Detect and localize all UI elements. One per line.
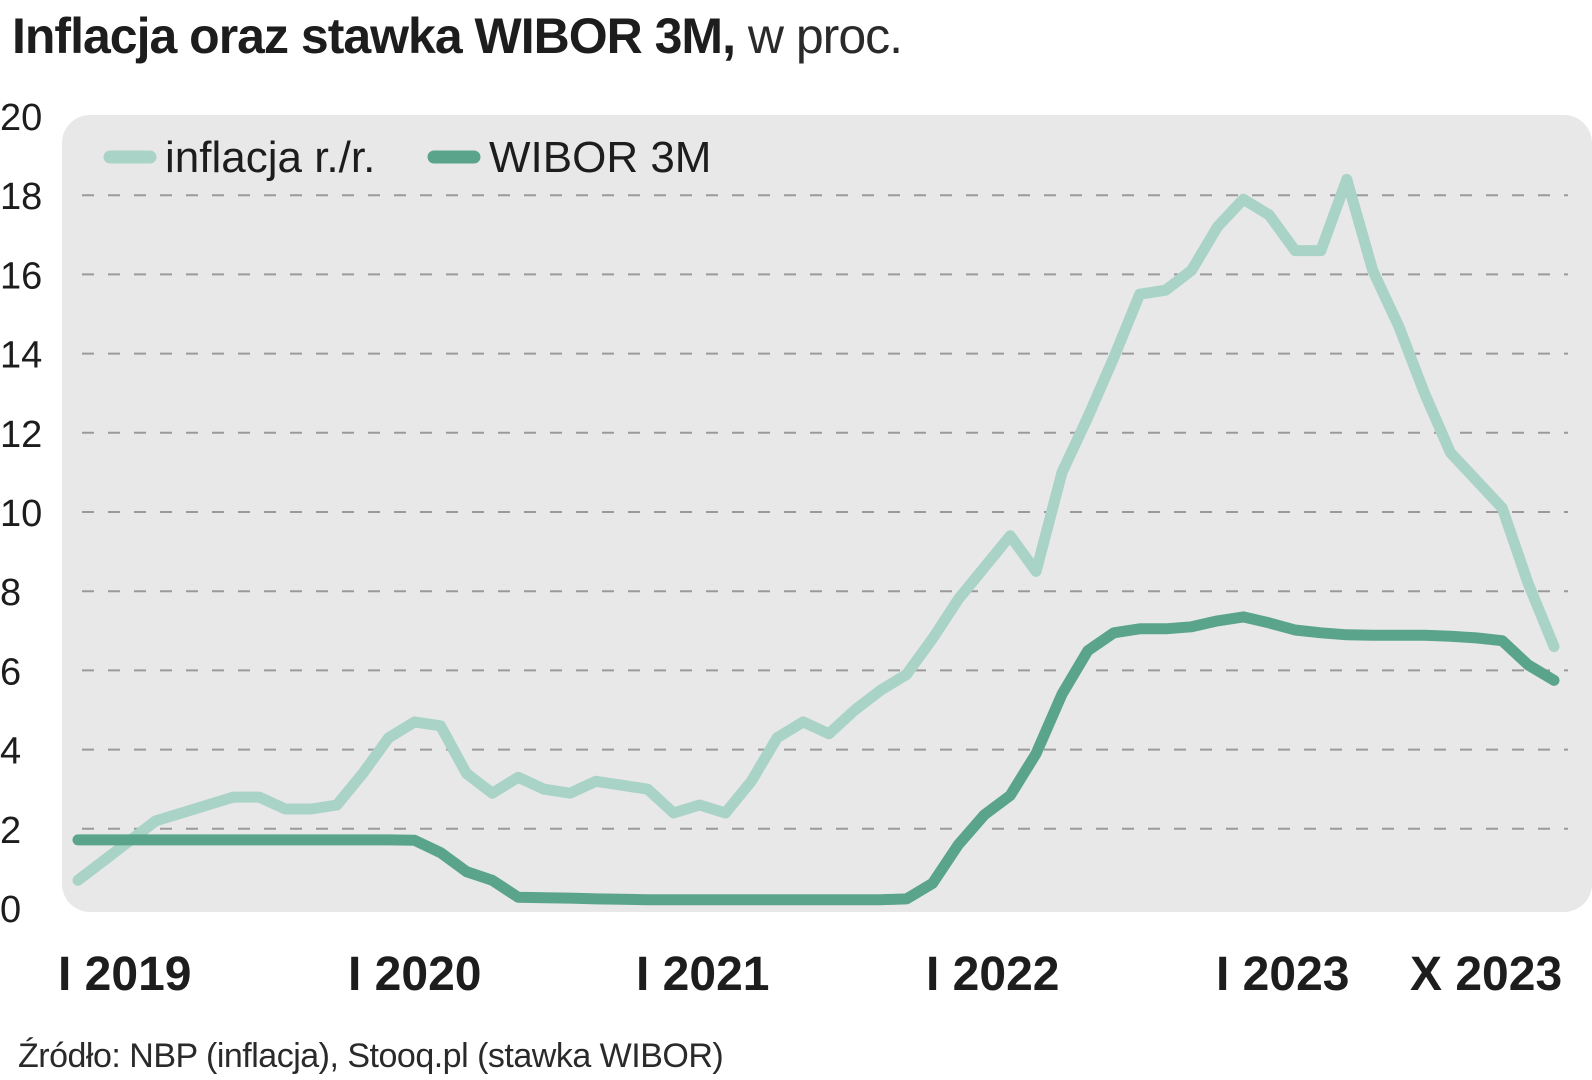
x-tick-label: I 2023 (1216, 948, 1349, 1001)
plot-panel (62, 115, 1592, 912)
x-tick-label: I 2021 (636, 948, 769, 1001)
y-tick-label: 8 (0, 572, 21, 614)
series-line-inflation (72, 173, 1560, 886)
y-axis: 0 2 4 6 8 10 12 14 16 18 20 (0, 97, 42, 931)
x-tick-label: I 2022 (926, 948, 1059, 1001)
legend-label-inflation: inflacja r./r. (165, 133, 375, 182)
series-lines (72, 173, 1560, 906)
y-tick-label: 6 (0, 651, 21, 693)
series-line-wibor (72, 611, 1560, 906)
x-axis: I 2019 I 2020 I 2021 I 2022 I 2023 X 2023 (58, 948, 1562, 1001)
y-tick-label: 20 (0, 97, 42, 139)
y-tick-label: 10 (0, 493, 42, 535)
x-tick-label: X 2023 (1410, 948, 1562, 1001)
legend: inflacja r./r. WIBOR 3M (103, 133, 711, 182)
y-tick-label: 0 (0, 889, 21, 931)
legend-label-wibor: WIBOR 3M (489, 133, 711, 182)
y-tick-label: 18 (0, 176, 42, 218)
chart-title-main: Inflacja oraz stawka WIBOR 3M, (12, 8, 736, 64)
y-tick-label: 12 (0, 414, 42, 456)
y-tick-label: 4 (0, 731, 21, 773)
x-tick-label: I 2020 (348, 948, 481, 1001)
chart-title: Inflacja oraz stawka WIBOR 3M, w proc. (12, 4, 903, 68)
y-tick-label: 14 (0, 335, 42, 377)
y-tick-label: 16 (0, 255, 42, 297)
y-tick-label: 2 (0, 810, 21, 852)
x-tick-label: I 2019 (58, 948, 191, 1001)
source-note: Źródło: NBP (inflacja), Stooq.pl (stawka… (18, 1037, 724, 1075)
chart-title-unit: w proc. (734, 8, 903, 64)
